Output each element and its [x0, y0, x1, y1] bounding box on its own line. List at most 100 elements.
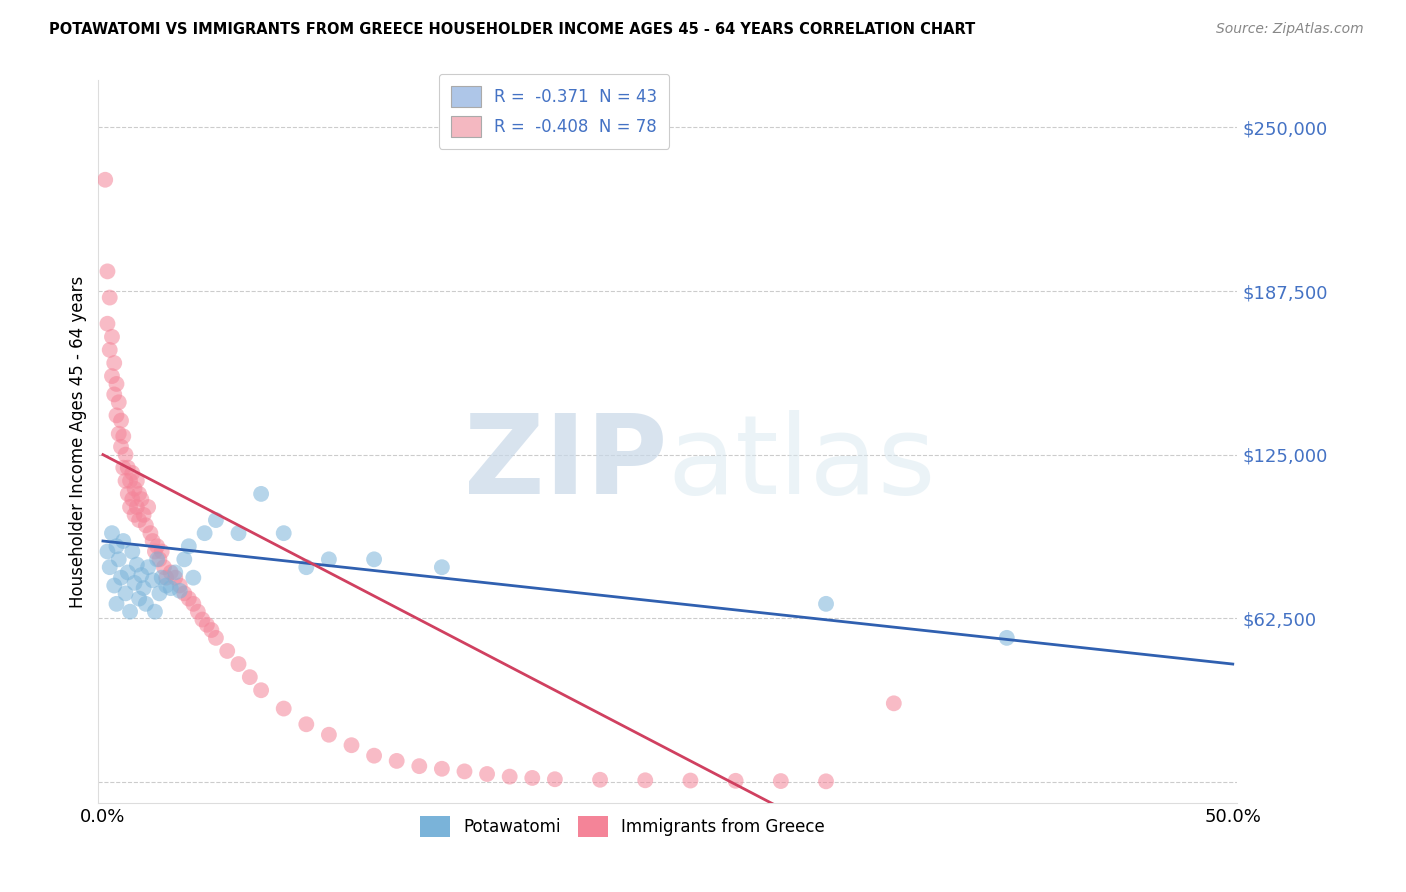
Point — [101, 369, 124, 384]
Point — [217, 644, 239, 658]
Point — [239, 670, 262, 684]
Point — [132, 508, 155, 522]
Point — [101, 526, 124, 541]
Point — [117, 566, 139, 580]
Point — [589, 772, 612, 787]
Point — [250, 487, 273, 501]
Point — [679, 773, 702, 788]
Point — [110, 414, 132, 428]
Point — [120, 474, 141, 488]
Point — [177, 539, 200, 553]
Point — [124, 508, 146, 522]
Point — [769, 774, 792, 789]
Point — [228, 526, 250, 541]
Point — [815, 774, 838, 789]
Point — [143, 544, 166, 558]
Point — [146, 552, 169, 566]
Point — [117, 487, 139, 501]
Point — [173, 552, 195, 566]
Point — [98, 343, 121, 357]
Point — [883, 696, 905, 710]
Point — [148, 552, 170, 566]
Point — [136, 560, 159, 574]
Point — [153, 560, 176, 574]
Point — [430, 560, 453, 574]
Point — [121, 492, 143, 507]
Point — [96, 264, 118, 278]
Point — [98, 291, 121, 305]
Point — [295, 717, 318, 731]
Point — [121, 544, 143, 558]
Point — [125, 474, 148, 488]
Point — [453, 764, 475, 779]
Point — [124, 482, 146, 496]
Point — [103, 387, 125, 401]
Point — [273, 701, 295, 715]
Point — [195, 617, 218, 632]
Legend: Potawatomi, Immigrants from Greece: Potawatomi, Immigrants from Greece — [408, 804, 837, 848]
Point — [98, 560, 121, 574]
Point — [107, 395, 129, 409]
Point — [135, 518, 157, 533]
Point — [131, 492, 153, 507]
Point — [318, 552, 340, 566]
Point — [273, 526, 295, 541]
Point — [205, 631, 228, 645]
Point — [128, 487, 150, 501]
Point — [250, 683, 273, 698]
Point — [159, 566, 181, 580]
Y-axis label: Householder Income Ages 45 - 64 years: Householder Income Ages 45 - 64 years — [69, 276, 87, 607]
Point — [724, 773, 747, 788]
Point — [142, 574, 165, 588]
Text: POTAWATOMI VS IMMIGRANTS FROM GREECE HOUSEHOLDER INCOME AGES 45 - 64 YEARS CORRE: POTAWATOMI VS IMMIGRANTS FROM GREECE HOU… — [49, 22, 976, 37]
Point — [103, 578, 125, 592]
Point — [318, 728, 340, 742]
Point — [150, 571, 173, 585]
Point — [132, 581, 155, 595]
Point — [114, 586, 136, 600]
Point — [187, 605, 209, 619]
Point — [169, 583, 191, 598]
Point — [125, 558, 148, 572]
Text: atlas: atlas — [668, 409, 936, 516]
Point — [128, 513, 150, 527]
Point — [117, 460, 139, 475]
Point — [112, 534, 135, 549]
Point — [191, 613, 214, 627]
Point — [142, 534, 165, 549]
Point — [363, 552, 385, 566]
Point — [103, 356, 125, 370]
Point — [148, 586, 170, 600]
Point — [475, 767, 498, 781]
Point — [165, 566, 187, 580]
Point — [499, 770, 522, 784]
Point — [96, 544, 118, 558]
Point — [110, 571, 132, 585]
Point — [522, 771, 544, 785]
Point — [194, 526, 217, 541]
Point — [200, 623, 222, 637]
Point — [112, 429, 135, 443]
Point — [105, 539, 128, 553]
Point — [228, 657, 250, 671]
Point — [107, 552, 129, 566]
Point — [146, 539, 169, 553]
Point — [114, 474, 136, 488]
Point — [121, 466, 143, 480]
Point — [120, 605, 141, 619]
Point — [96, 317, 118, 331]
Point — [169, 578, 191, 592]
Point — [105, 597, 128, 611]
Point — [295, 560, 318, 574]
Point — [183, 597, 205, 611]
Point — [120, 500, 141, 514]
Point — [128, 591, 150, 606]
Point — [177, 591, 200, 606]
Point — [159, 581, 181, 595]
Point — [94, 173, 117, 187]
Point — [544, 772, 567, 787]
Point — [101, 330, 124, 344]
Point — [150, 544, 173, 558]
Point — [340, 738, 363, 752]
Point — [114, 448, 136, 462]
